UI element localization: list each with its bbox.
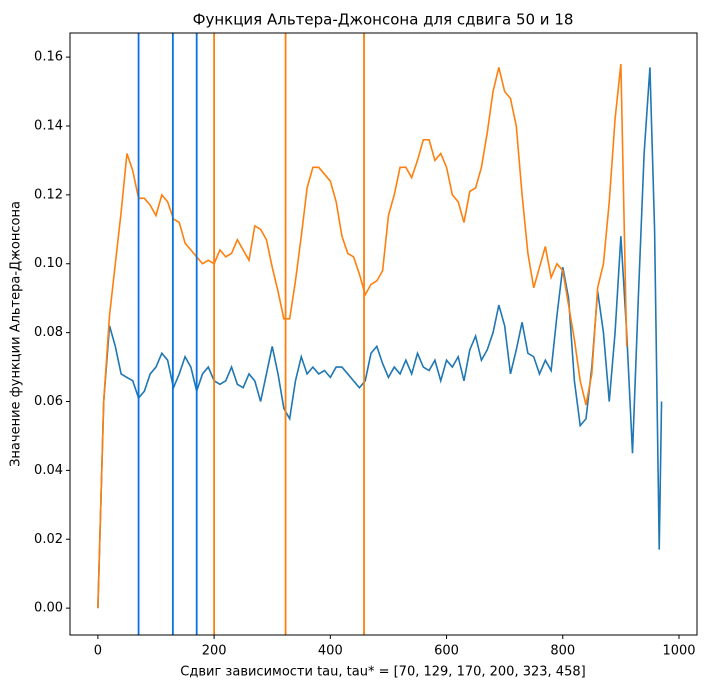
y-tick-label: 0.16 — [34, 50, 63, 65]
x-tick-label: 600 — [434, 644, 459, 659]
y-tick-label: 0.14 — [34, 118, 63, 133]
chart-title: Функция Альтера-Джонсона для сдвига 50 и… — [193, 11, 574, 29]
y-tick-label: 0.00 — [34, 601, 63, 616]
x-tick-label: 400 — [318, 644, 343, 659]
series-line — [97, 67, 663, 609]
x-tick-label: 0 — [94, 644, 102, 659]
y-tick-label: 0.08 — [34, 325, 63, 340]
y-tick-label: 0.04 — [34, 463, 63, 478]
x-tick-label: 800 — [550, 644, 575, 659]
x-axis-label: Сдвиг зависимости tau, tau* = [70, 129, … — [180, 665, 585, 680]
y-tick-label: 0.10 — [34, 256, 63, 271]
y-tick-label: 0.12 — [34, 187, 63, 202]
x-tick-label: 1000 — [662, 644, 695, 659]
series-line — [97, 63, 628, 609]
y-tick-label: 0.06 — [34, 394, 63, 409]
plot-frame — [69, 32, 698, 636]
y-tick-label: 0.02 — [34, 532, 63, 547]
y-axis-label: Значение функции Альтера-Джонсона — [9, 201, 24, 467]
x-tick-label: 200 — [202, 644, 227, 659]
